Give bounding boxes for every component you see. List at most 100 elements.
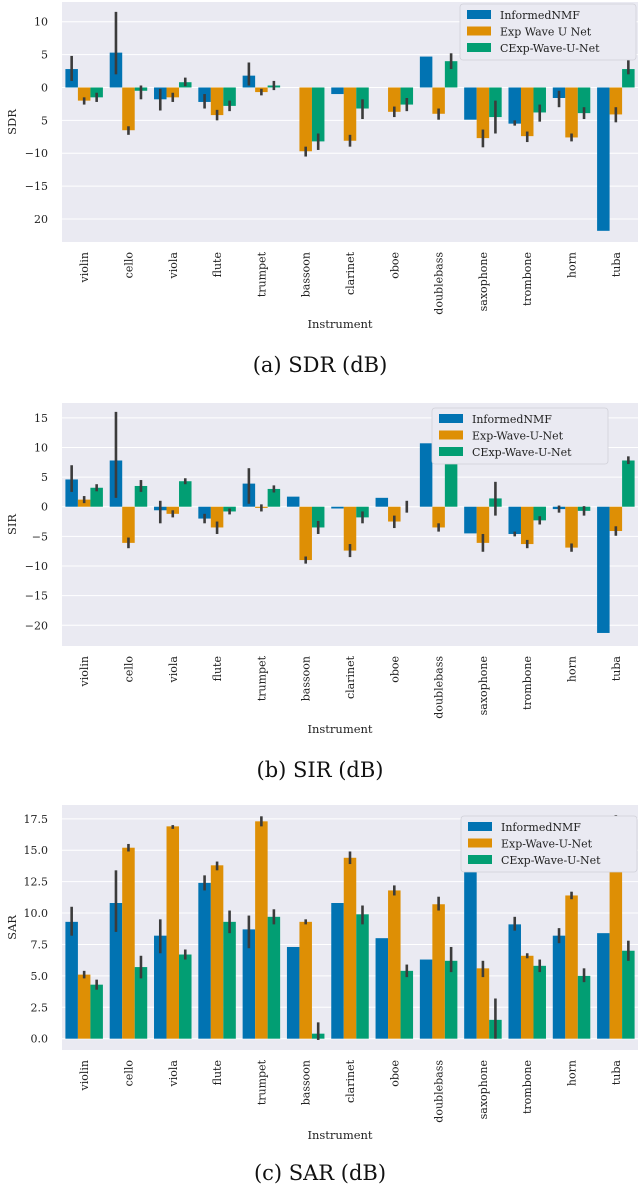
x-tick-label: cello (122, 252, 135, 279)
bar-sar-informednmf-oboe (375, 938, 389, 1039)
bar-sdr-cexp-wave-u-net-flute (223, 87, 236, 106)
bar-sdr-cexp-wave-u-net-clarinet (356, 87, 369, 109)
figure-caption: (c) SAR (dB) (254, 1161, 386, 1185)
bar-sdr-informednmf-tuba (597, 87, 610, 231)
bar-sar-informednmf-tuba (597, 933, 610, 1039)
x-tick-label: viola (167, 1060, 180, 1088)
bar-sir-exp-wave-u-net-clarinet (343, 506, 357, 551)
bar-sir-cexp-wave-u-net-cello (134, 485, 148, 507)
bar-sar-informednmf-saxophone (464, 851, 477, 1039)
y-axis-label: SDR (5, 109, 19, 135)
chart-sar: 0.0 2.5 5.0 7.5 10.0 12.5 15.0 17.5 SAR violin cel… (5, 805, 638, 1185)
legend-label: InformedNMF (501, 821, 581, 834)
x-tick-label: violin (78, 252, 91, 283)
legend-swatch (467, 26, 491, 36)
legend-swatch (468, 838, 492, 848)
bar-sar-informednmf-viola (154, 935, 167, 1039)
bar-sar-informednmf-horn (552, 935, 566, 1039)
y-tick-label: 10.0 (24, 907, 49, 920)
legend-swatch (439, 414, 463, 423)
x-tick-label: clarinet (344, 655, 357, 699)
x-axis-label: Instrument (307, 317, 372, 331)
bar-sdr-informednmf-saxophone (464, 87, 477, 120)
bar-sar-cexp-wave-u-net-viola (179, 954, 192, 1039)
x-axis-label: Instrument (307, 1128, 372, 1142)
x-tick-label: saxophone (477, 656, 490, 715)
bar-sir-cexp-wave-u-net-trombone (533, 506, 546, 521)
bar-sir-exp-wave-u-net-doublebass (432, 506, 445, 528)
bar-sar-exp-wave-u-net-horn (565, 895, 578, 1039)
bar-sir-informednmf-saxophone (464, 506, 477, 534)
bar-sdr-exp-wave-u-net-trombone (520, 87, 534, 137)
y-tick-label: 0 (41, 81, 48, 94)
bar-sir-cexp-wave-u-net-tuba (622, 460, 635, 507)
bar-sdr-exp-wave-u-net-flute (210, 87, 224, 116)
y-tick-label: 5 (41, 49, 48, 62)
bar-sar-cexp-wave-u-net-trumpet (267, 916, 281, 1039)
x-tick-label: horn (566, 1060, 579, 1086)
bar-sar-cexp-wave-u-net-horn (577, 975, 591, 1039)
bar-sdr-cexp-wave-u-net-violin (90, 87, 103, 98)
x-tick-label: tuba (610, 252, 623, 278)
bar-sdr-cexp-wave-u-net-trombone (533, 87, 546, 113)
x-tick-label: flute (211, 656, 224, 681)
bar-sir-cexp-wave-u-net-violin (90, 487, 103, 507)
bar-sar-cexp-wave-u-net-tuba (622, 950, 635, 1039)
y-tick-label: −10 (25, 147, 48, 160)
x-tick-label: bassoon (300, 1060, 313, 1105)
legend-swatch (467, 43, 491, 52)
bar-sar-cexp-wave-u-net-trombone (533, 965, 546, 1039)
x-tick-label: doublebass (433, 252, 446, 315)
legend-label: Exp Wave U Net (500, 26, 592, 39)
legend-box (459, 3, 637, 61)
x-tick-label: clarinet (344, 1059, 357, 1103)
x-tick-label: horn (566, 252, 579, 278)
y-tick-label: 17.5 (24, 813, 49, 826)
bar-sdr-exp-wave-u-net-bassoon (299, 87, 312, 152)
bar-sar-informednmf-flute (198, 882, 211, 1039)
bar-sar-cexp-wave-u-net-doublebass (444, 960, 458, 1039)
bar-sdr-informednmf-clarinet (331, 87, 344, 95)
bar-sdr-exp-wave-u-net-oboe (388, 87, 401, 112)
x-tick-label: cello (122, 1060, 135, 1087)
legend-label: InformedNMF (500, 9, 580, 22)
bar-sir-exp-wave-u-net-horn (565, 506, 578, 548)
bar-sar-exp-wave-u-net-saxophone (476, 968, 490, 1039)
x-tick-label: flute (211, 1060, 224, 1085)
x-tick-label: violin (78, 656, 91, 687)
x-tick-label: bassoon (300, 252, 313, 297)
bar-sir-exp-wave-u-net-tuba (609, 506, 623, 532)
x-tick-label: cello (122, 656, 135, 683)
y-tick-label: 15 (34, 412, 48, 425)
legend: InformedNMF Exp-Wave-U-Net CExp-Wave-U-Net (431, 407, 609, 465)
bar-sdr-exp-wave-u-net-horn (565, 87, 578, 138)
bar-sir-informednmf-flute (198, 506, 211, 519)
y-axis-label: SAR (5, 915, 19, 940)
x-axis-label: Instrument (307, 722, 372, 736)
bar-sar-informednmf-bassoon (286, 946, 300, 1039)
bar-sir-informednmf-trombone (508, 506, 521, 534)
legend-swatch (467, 10, 491, 19)
legend-label: InformedNMF (472, 413, 552, 426)
bar-sar-informednmf-cello (109, 903, 123, 1039)
x-tick-label: oboe (388, 656, 401, 683)
y-tick-label: 0.0 (31, 1033, 49, 1046)
y-tick-label: 15.0 (24, 844, 49, 857)
chart-sdr: 20 −15 −10 5 0 5 10 SDR violin cello viola flute tru… (5, 2, 638, 377)
x-tick-label: oboe (388, 252, 401, 279)
bar-sdr-exp-wave-u-net-viola (166, 87, 180, 98)
bar-sir-exp-wave-u-net-saxophone (476, 506, 490, 543)
bar-sar-exp-wave-u-net-flute (210, 865, 224, 1039)
x-tick-label: viola (167, 252, 180, 280)
y-tick-label: −15 (25, 180, 48, 193)
bar-sir-cexp-wave-u-net-trumpet (267, 488, 281, 507)
bar-sar-exp-wave-u-net-tuba (609, 820, 623, 1039)
bar-sar-exp-wave-u-net-bassoon (299, 921, 312, 1039)
bar-sar-exp-wave-u-net-violin (77, 974, 91, 1039)
legend-swatch (468, 855, 492, 864)
chart-sir: −20 −15 −10 −5 0 5 10 15 SIR violin cello viola flut… (5, 403, 638, 782)
bar-sir-exp-wave-u-net-bassoon (299, 506, 312, 561)
bar-sir-exp-wave-u-net-flute (210, 506, 224, 528)
bar-sar-exp-wave-u-net-clarinet (343, 857, 357, 1039)
x-tick-label: saxophone (477, 252, 490, 311)
